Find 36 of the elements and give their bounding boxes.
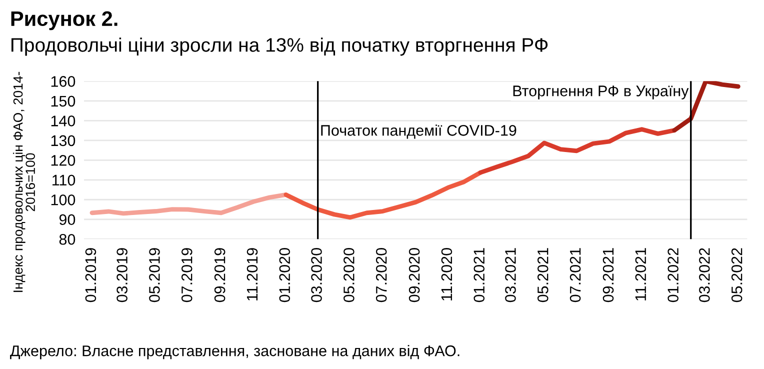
y-tick-label: 130 xyxy=(51,135,76,146)
x-tick-label: 11.2019 xyxy=(246,248,258,300)
x-tick-label: 05.2019 xyxy=(149,248,160,302)
x-tick-label: 01.2019 xyxy=(85,248,96,302)
ref-line-label: Вторгнення РФ в Україну xyxy=(513,86,689,100)
y-axis-title: Індекс продовольчих цін ФАО, 2014- 2016=100 xyxy=(13,72,36,292)
x-tick-label: 09.2020 xyxy=(408,248,420,302)
x-tick-label: 03.2021 xyxy=(505,248,516,302)
x-tick-label: 09.2019 xyxy=(214,248,226,302)
ref-line-label: Початок пандемії COVID-19 xyxy=(321,124,516,139)
text: Джерело: Власне представлення, засноване на даних від ФАО. xyxy=(10,345,460,360)
x-tick-label: 09.2021 xyxy=(602,248,614,302)
y-tick-label: 80 xyxy=(59,234,76,245)
y-tick-label: 90 xyxy=(59,214,76,226)
x-tick-label: 03.2019 xyxy=(116,248,128,302)
x-tick-label: 03.2020 xyxy=(311,248,322,302)
x-tick-label: 07.2019 xyxy=(181,248,192,302)
y-tick-label: 140 xyxy=(51,116,76,126)
chart-title: Рисунок 2. xyxy=(11,11,118,30)
y-tick-label: 110 xyxy=(52,174,76,186)
y-tick-label: 150 xyxy=(51,96,76,107)
x-tick-label: 05.2021 xyxy=(537,248,548,302)
x-tick-label: 11.2021 xyxy=(635,248,646,300)
x-tick-label: 01.2022 xyxy=(668,248,678,302)
x-tick-label: 01.2020 xyxy=(279,248,290,302)
x-tick-label: 07.2020 xyxy=(376,248,387,302)
y-tick-label: 120 xyxy=(51,155,76,166)
x-tick-label: 07.2021 xyxy=(570,248,581,302)
x-tick-label: 05.2022 xyxy=(731,248,742,302)
y-tick-label: 100 xyxy=(51,194,76,206)
y-tick-label: 160 xyxy=(51,76,76,87)
x-tick-label: 05.2020 xyxy=(344,248,354,302)
x-tick-label: 01.2021 xyxy=(474,248,485,302)
chart-subtitle: Продовольчі ціни зросли на 13% від початку вторгнення РФ xyxy=(12,38,548,56)
x-tick-label: 03.2022 xyxy=(699,248,710,302)
x-tick-label: 11.2020 xyxy=(441,248,452,300)
